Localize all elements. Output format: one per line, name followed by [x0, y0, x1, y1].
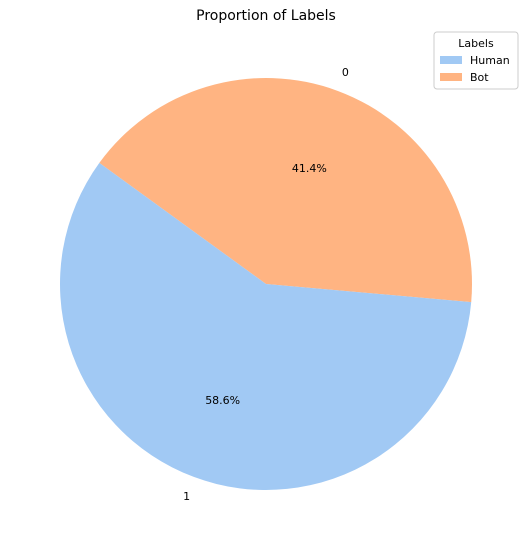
- legend-label-human: Human: [470, 54, 510, 67]
- slice-label-0: 0: [342, 66, 349, 79]
- legend-swatch-human: [440, 56, 462, 64]
- legend: Labels Human Bot: [433, 31, 519, 90]
- slice-label-1: 1: [183, 490, 190, 503]
- chart-title: Proportion of Labels: [196, 8, 336, 24]
- legend-label-bot: Bot: [470, 71, 489, 84]
- percent-label-1: 58.6%: [205, 394, 240, 407]
- pie-slice-1: [59, 162, 472, 491]
- legend-swatch-bot: [440, 73, 462, 81]
- percent-label-0: 41.4%: [292, 162, 327, 175]
- pie-labels: 41.4% 0 58.6% 1: [183, 66, 349, 503]
- legend-title: Labels: [458, 37, 494, 50]
- pie-slices: [59, 78, 472, 491]
- pie-slice-0: [99, 78, 472, 303]
